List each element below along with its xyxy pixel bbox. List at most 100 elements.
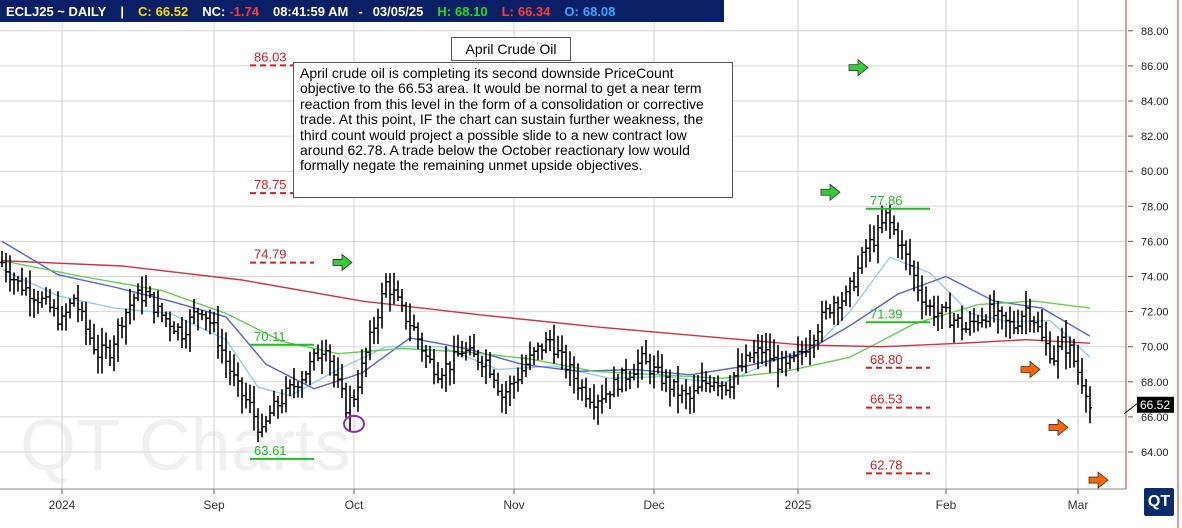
ohlc-bar — [940, 303, 944, 330]
close-value: 66.52 — [155, 3, 189, 19]
green-arrow-icon — [332, 253, 353, 272]
objective-label: 86.03 — [254, 49, 287, 64]
ohlc-bar — [136, 283, 140, 302]
ohlc-bar — [704, 371, 708, 393]
ohlc-bar — [240, 377, 244, 414]
ohlc-bar — [128, 288, 132, 325]
ohlc-bar — [312, 348, 316, 371]
ohlc-bar — [856, 255, 860, 297]
ohlc-bar — [956, 313, 960, 328]
quote-bar: ECLJ25 ~ DAILY | C: 66.52 NC: -1.74 08:4… — [0, 0, 724, 22]
ohlc-bar — [908, 238, 912, 276]
ohlc-bar — [444, 346, 448, 392]
ohlc-bar — [52, 299, 56, 317]
ohlc-bar — [780, 350, 784, 374]
note-title: April Crude Oil — [451, 37, 571, 61]
objective-label: 68.80 — [870, 352, 903, 367]
ohlc-bar — [840, 291, 844, 321]
ohlc-bar — [92, 323, 96, 355]
ohlc-bar — [712, 377, 716, 392]
ohlc-bar — [224, 332, 228, 379]
ohlc-bar — [528, 341, 532, 371]
y-tick-label: 70.00 — [1141, 342, 1169, 354]
low-label: L: — [501, 3, 514, 19]
close-label: C: — [137, 3, 152, 19]
green-arrow-icon — [848, 58, 869, 77]
ohlc-bar — [892, 215, 896, 235]
ohlc-bar — [612, 366, 616, 398]
ohlc-bar — [572, 356, 576, 394]
ohlc-bar — [800, 340, 804, 366]
ohlc-bar — [888, 204, 892, 239]
x-tick-label: Mar — [1068, 498, 1089, 512]
ohlc-bar — [1012, 310, 1016, 335]
ohlc-bar — [340, 363, 344, 398]
ohlc-bar — [368, 320, 372, 361]
ohlc-bar — [916, 261, 920, 302]
ohlc-bar — [80, 301, 84, 321]
ohlc-bar — [1056, 336, 1060, 379]
ohlc-bar — [408, 303, 412, 342]
ohlc-bar — [580, 379, 584, 401]
ohlc-bar — [64, 303, 68, 331]
ohlc-bar — [220, 328, 224, 364]
green-arrow-icon — [820, 183, 841, 202]
ohlc-bar — [40, 291, 44, 308]
y-tick-label: 64.00 — [1141, 447, 1169, 459]
ohlc-bar — [448, 361, 452, 386]
last-price-pointer — [1123, 403, 1138, 415]
ohlc-bar — [972, 308, 976, 333]
ohlc-bar — [104, 332, 108, 359]
ohlc-bar — [600, 384, 604, 414]
ohlc-bar — [228, 350, 232, 386]
ohlc-bar — [212, 311, 216, 333]
ohlc-bar — [536, 342, 540, 361]
ohlc-bar — [964, 321, 968, 333]
ohlc-bar — [384, 273, 388, 298]
objective-label: 70.11 — [254, 329, 286, 344]
objective-label: 78.75 — [254, 177, 287, 192]
last-price-box — [1137, 396, 1174, 413]
ohlc-bar — [604, 378, 608, 403]
ohlc-bar — [560, 335, 564, 370]
ohlc-bar — [1084, 379, 1088, 413]
ohlc-bar — [424, 344, 428, 369]
ohlc-bar — [784, 350, 788, 377]
ohlc-bar — [372, 316, 376, 344]
ohlc-bar — [244, 382, 248, 409]
ohlc-bar — [336, 357, 340, 388]
ohlc-bar — [816, 324, 820, 350]
x-tick-label: 2025 — [785, 498, 812, 512]
ohlc-bar — [928, 299, 932, 316]
ohlc-bar — [980, 307, 984, 328]
ohlc-bar — [200, 310, 204, 321]
ohlc-bar — [84, 301, 88, 346]
ohlc-bar — [860, 247, 864, 274]
ohlc-bar — [268, 405, 272, 425]
ohlc-bar — [168, 311, 172, 342]
ohlc-bar — [516, 367, 520, 392]
ohlc-bar — [648, 353, 652, 385]
ohlc-bar — [640, 346, 644, 380]
orange-arrow-icon — [1088, 471, 1109, 489]
ohlc-bar — [456, 334, 460, 357]
net-change-value: -1.74 — [229, 3, 259, 19]
watermark: QT Charts — [20, 406, 351, 486]
ohlc-bar — [848, 277, 852, 308]
ohlc-bar — [1088, 386, 1092, 424]
ohlc-bar — [872, 225, 876, 253]
ohlc-bar — [492, 369, 496, 389]
ohlc-bar — [864, 239, 868, 268]
ohlc-bar — [484, 349, 488, 385]
ohlc-bar — [180, 317, 184, 349]
ohlc-bar — [676, 365, 680, 414]
ohlc-bar — [520, 354, 524, 385]
ohlc-bar — [116, 318, 120, 362]
ohlc-bar — [824, 300, 828, 320]
y-tick-label: 86.00 — [1141, 61, 1169, 73]
ohlc-bar — [564, 344, 568, 379]
ohlc-bar — [108, 339, 112, 367]
ohlc-bar — [4, 252, 8, 283]
ohlc-bar — [920, 275, 924, 320]
ohlc-bar — [156, 290, 160, 318]
